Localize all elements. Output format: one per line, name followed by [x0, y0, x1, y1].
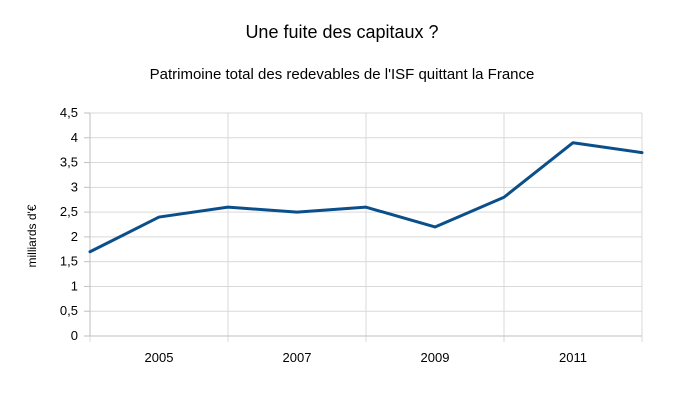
- data-point: [227, 206, 230, 209]
- y-tick-label: 2,5: [60, 204, 78, 219]
- y-tick-label: 3: [71, 179, 78, 194]
- data-point: [296, 211, 299, 214]
- y-tick-label: 0,5: [60, 303, 78, 318]
- y-tick-label: 3,5: [60, 155, 78, 170]
- y-tick-label: 4: [71, 130, 78, 145]
- grid: [89, 112, 643, 342]
- y-tick-label: 2: [71, 229, 78, 244]
- y-tick-label: 0: [71, 328, 78, 343]
- y-axis-label: milliards d'€: [25, 204, 39, 267]
- x-tick-label: 2005: [145, 350, 174, 365]
- data-point: [572, 141, 575, 144]
- data-point: [503, 196, 506, 199]
- chart-subtitle: Patrimoine total des redevables de l'ISF…: [150, 66, 535, 83]
- data-point: [434, 225, 437, 228]
- data-point: [158, 216, 161, 219]
- y-tick-labels: 0 0,5 1 1,5 2 2,5 3 3,5 4 4,5: [60, 105, 78, 343]
- x-tick-label: 2009: [421, 350, 450, 365]
- axes: [84, 112, 642, 337]
- y-tick-label: 4,5: [60, 105, 78, 120]
- chart-title: Une fuite des capitaux ?: [245, 22, 438, 42]
- data-point: [641, 151, 644, 154]
- x-tick-labels: 2005 2007 2009 2011: [145, 350, 587, 365]
- data-point: [365, 206, 368, 209]
- y-tick-label: 1,5: [60, 254, 78, 269]
- x-tick-label: 2011: [559, 350, 587, 365]
- x-tick-label: 2007: [283, 350, 312, 365]
- y-tick-label: 1: [71, 278, 78, 293]
- series-line: [88, 141, 644, 254]
- data-point: [89, 250, 92, 253]
- series: [88, 141, 644, 254]
